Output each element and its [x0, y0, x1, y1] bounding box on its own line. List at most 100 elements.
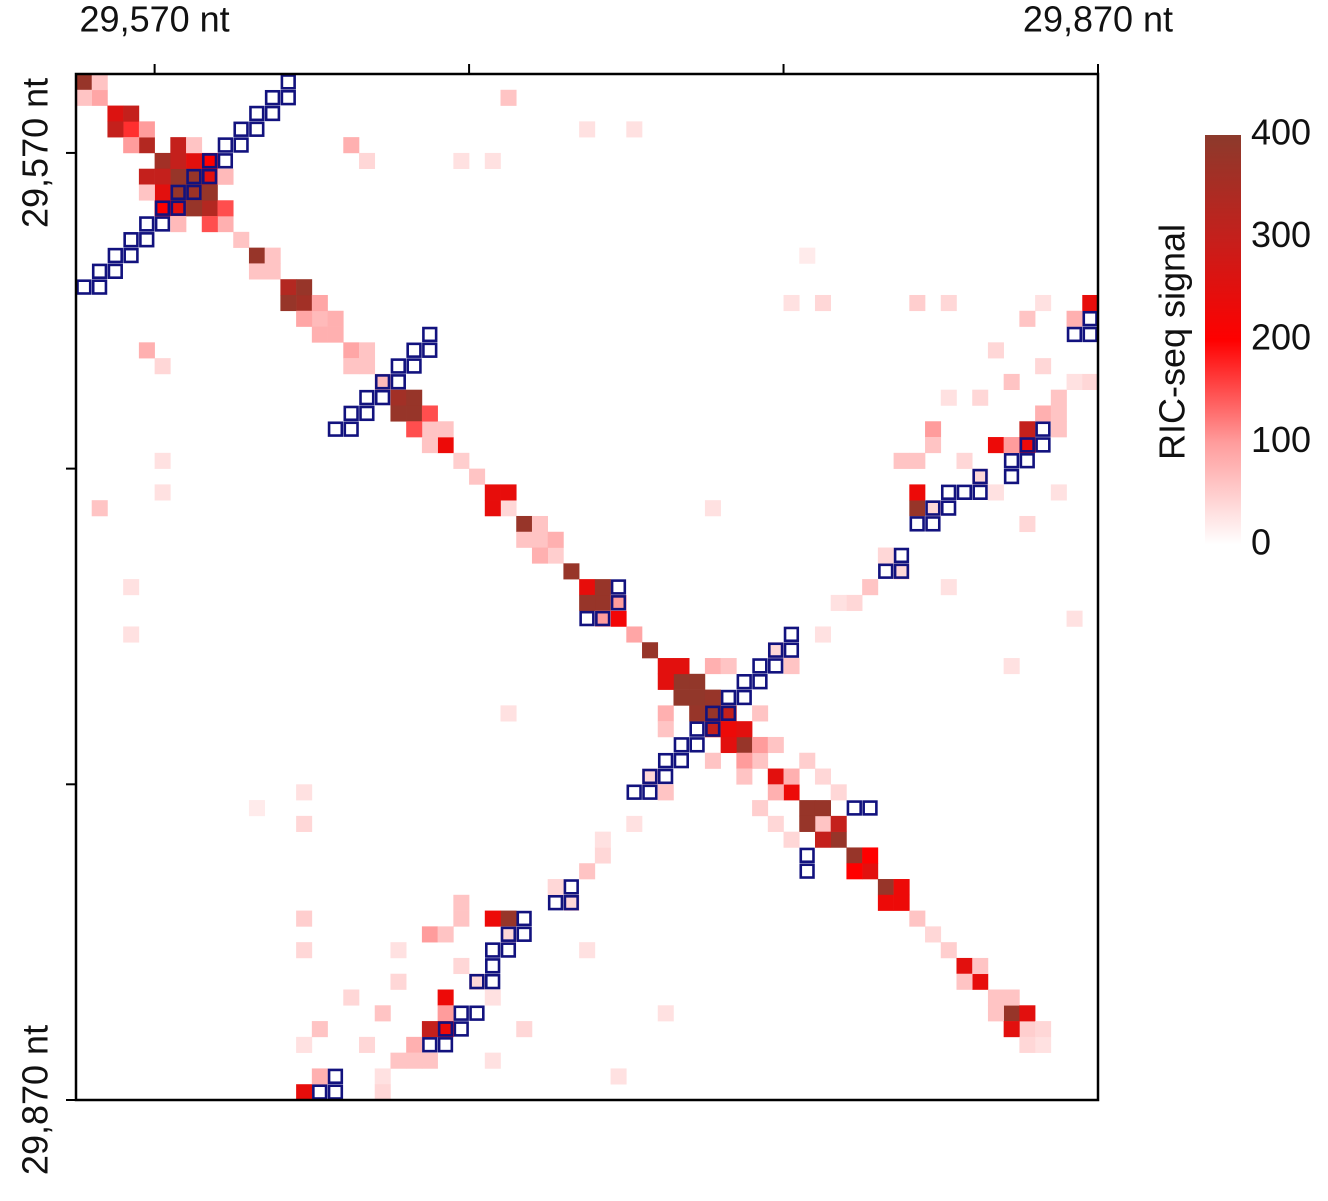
heatmap-cell	[516, 515, 533, 533]
x-tick-label: 29,870 nt	[1023, 0, 1173, 40]
heatmap-cell	[1050, 405, 1067, 422]
heatmap-cell	[170, 137, 187, 154]
colorbar-tick-label: 400	[1251, 112, 1311, 153]
heatmap-cell	[484, 989, 501, 1006]
structure-box	[768, 642, 784, 658]
heatmap-cell	[547, 879, 564, 896]
structure-box	[186, 168, 202, 185]
structure-box	[390, 358, 406, 374]
heatmap-cell	[327, 326, 344, 343]
heatmap-cell	[1050, 484, 1067, 501]
heatmap-cell	[830, 831, 847, 848]
heatmap-cell	[453, 452, 470, 469]
heatmap-cell	[956, 452, 973, 469]
heatmap-cell	[138, 168, 155, 185]
structure-box	[201, 153, 218, 169]
heatmap-cell	[421, 405, 438, 422]
heatmap-cell	[704, 705, 721, 722]
heatmap-cell	[909, 500, 926, 517]
heatmap-cell	[720, 705, 737, 722]
heatmap-cell	[453, 894, 470, 911]
heatmap-cell	[233, 231, 250, 248]
heatmap-cell	[563, 894, 580, 911]
heatmap-cell	[123, 626, 140, 643]
heatmap-cell	[484, 910, 501, 927]
structure-box	[217, 153, 234, 169]
heatmap-cell	[594, 579, 611, 596]
heatmap-cell	[704, 721, 721, 738]
heatmap-cell	[862, 863, 879, 880]
structure-box	[1035, 437, 1051, 453]
heatmap-cell	[1066, 373, 1083, 390]
heatmap-cell	[877, 894, 894, 911]
structure-box	[563, 879, 579, 895]
heatmap-cell	[767, 642, 784, 659]
heatmap-cell	[752, 736, 769, 754]
heatmap-cell	[123, 137, 140, 154]
heatmap-cell	[1019, 1021, 1036, 1038]
heatmap-cell	[123, 121, 140, 138]
structure-box	[139, 216, 155, 232]
heatmap-cell	[170, 168, 187, 185]
structure-box	[280, 74, 296, 90]
heatmap-cell	[862, 847, 879, 864]
structure-box	[689, 737, 705, 753]
structure-box	[406, 358, 422, 374]
heatmap-cell	[594, 847, 611, 864]
heatmap-cell	[689, 673, 706, 690]
heatmap-cell	[390, 942, 407, 959]
heatmap-cell	[311, 310, 328, 327]
heatmap-cell	[579, 942, 596, 959]
heatmap-cell	[830, 815, 847, 832]
heatmap-cell	[327, 310, 344, 327]
structure-box	[1019, 437, 1035, 453]
heatmap-cell	[138, 342, 155, 359]
structure-box	[469, 973, 485, 990]
structure-box	[484, 958, 501, 974]
heatmap-cell	[91, 500, 108, 517]
heatmap-cell	[1082, 294, 1099, 312]
structure-box	[76, 279, 92, 295]
heatmap-cell	[296, 310, 313, 327]
heatmap-cell	[264, 263, 281, 280]
colorbar-tick-label: 0	[1251, 522, 1271, 563]
structure-box	[217, 137, 234, 153]
structure-box	[233, 121, 249, 137]
heatmap-cell	[217, 168, 234, 185]
structure-box	[799, 847, 815, 864]
heatmap-cell	[799, 800, 816, 817]
heatmap-cell	[893, 563, 910, 580]
heatmap-cell	[248, 263, 265, 280]
structure-box	[799, 863, 815, 879]
structure-box	[343, 405, 359, 422]
colorbar-tick-label: 100	[1251, 419, 1311, 460]
heatmap-cell	[343, 342, 360, 359]
heatmap-cell	[1035, 1036, 1052, 1053]
heatmap-cell	[626, 815, 643, 832]
structure-box	[956, 484, 973, 500]
structure-box	[610, 595, 627, 611]
structure-box	[123, 232, 139, 248]
heatmap-cell	[987, 989, 1004, 1006]
heatmap-cell	[280, 279, 297, 296]
structure-box	[249, 105, 265, 122]
heatmap-cell	[1003, 1005, 1020, 1022]
heatmap-cell	[343, 137, 360, 154]
heatmap-cell	[956, 973, 973, 990]
structure-box	[170, 184, 186, 201]
heatmap-cell	[736, 752, 753, 769]
heatmap-cell	[107, 121, 124, 138]
heatmap-cell	[1035, 358, 1052, 375]
heatmap-cell	[657, 1005, 674, 1022]
heatmap-cell	[736, 721, 753, 738]
heatmap-cell	[673, 689, 690, 706]
structure-box	[312, 1084, 328, 1100]
structure-box	[1003, 453, 1020, 469]
structure-box	[107, 247, 123, 264]
heatmap-cell	[799, 815, 816, 832]
structure-box	[374, 374, 391, 390]
structure-box	[610, 579, 627, 595]
colorbar	[1205, 135, 1241, 545]
heatmap-cell	[1019, 1036, 1036, 1053]
